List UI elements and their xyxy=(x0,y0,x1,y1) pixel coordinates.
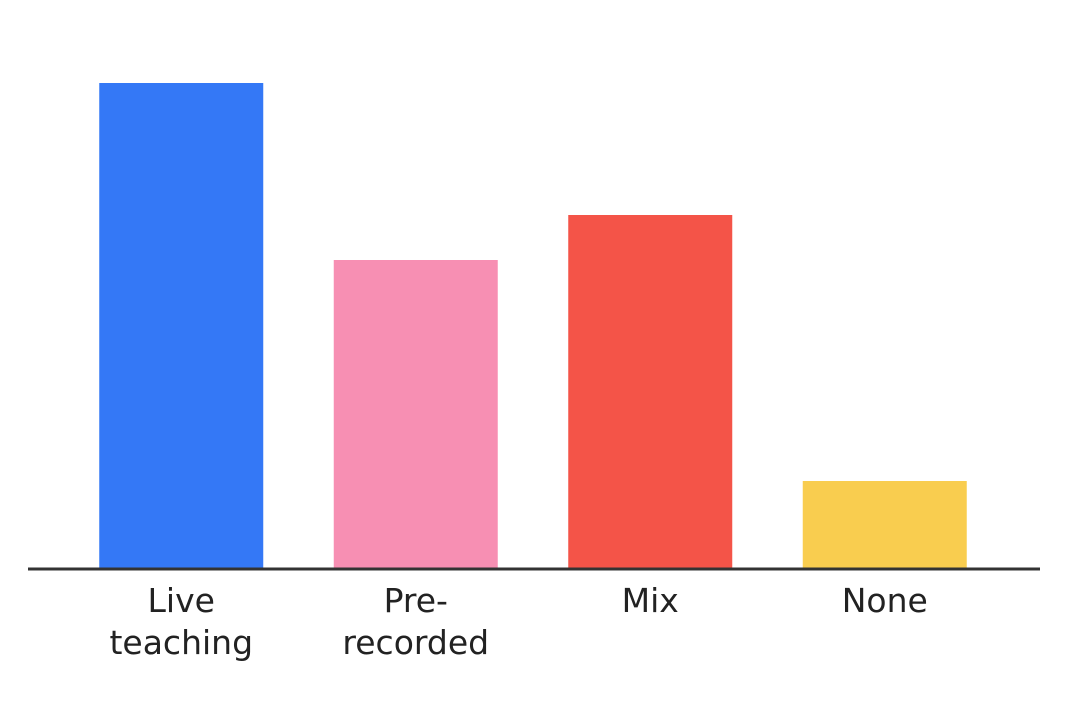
x-tick-label: Mix xyxy=(621,581,679,620)
x-tick-label: Pre-recorded xyxy=(342,581,490,662)
x-tick-label: Live teaching xyxy=(109,581,254,662)
x-tick-label: None xyxy=(841,581,928,620)
bar xyxy=(568,215,733,569)
bar xyxy=(333,260,498,569)
bar xyxy=(802,481,967,569)
bar xyxy=(99,83,264,569)
